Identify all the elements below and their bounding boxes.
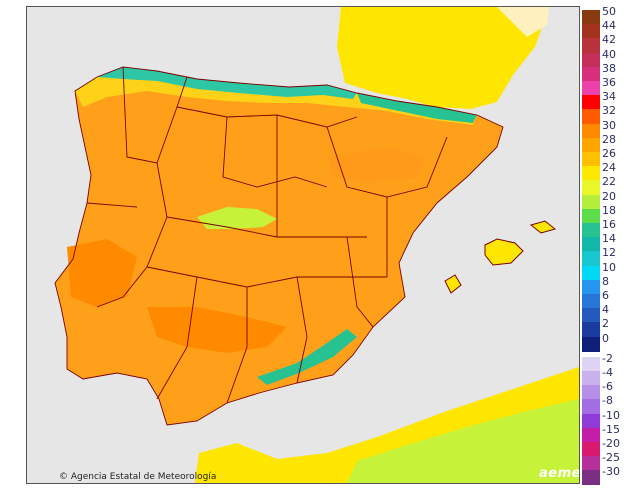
legend-swatch [582, 322, 600, 338]
aemet-logo: aemet [539, 466, 579, 481]
legend-label: -2 [602, 351, 613, 365]
central-system [197, 207, 277, 229]
legend-swatch [582, 194, 600, 210]
legend-label: -30 [602, 465, 620, 479]
legend-label: 18 [602, 203, 616, 217]
legend-label: 36 [602, 76, 616, 89]
legend-label: -4 [602, 366, 613, 379]
legend-label: 6 [602, 289, 609, 302]
guadalquivir-valley [147, 307, 287, 353]
betic-range [257, 329, 357, 385]
legend-swatch [582, 95, 600, 111]
legend-label: 4 [602, 303, 609, 317]
legend-swatch [582, 237, 600, 253]
legend-swatch [582, 279, 600, 295]
legend-label: 32 [602, 104, 616, 118]
legend-swatch [582, 294, 600, 309]
legend-swatch [582, 413, 600, 429]
legend-label: 42 [602, 33, 616, 47]
pyrenees-band [357, 93, 477, 123]
legend-label: 44 [602, 19, 616, 33]
legend-label: 14 [602, 232, 616, 246]
legend-label: 8 [602, 274, 609, 288]
legend-label: -6 [602, 380, 613, 394]
legend-label: -15 [602, 422, 620, 436]
copyright-icon: © [59, 472, 68, 482]
legend-label: 2 [602, 317, 609, 331]
legend-swatch [582, 399, 600, 415]
legend-swatch [582, 66, 600, 82]
legend-label: -20 [602, 437, 620, 450]
legend-swatch [582, 456, 600, 472]
legend-swatch [582, 251, 600, 267]
legend-label: 34 [602, 90, 616, 104]
legend-swatch [582, 152, 600, 167]
region-borders [54, 66, 504, 426]
legend-swatch [582, 371, 600, 386]
cantabrian-coast [97, 67, 357, 99]
france-land-east [497, 7, 549, 37]
agency-credit-text: Agencia Estatal de Meteorología [70, 472, 217, 482]
legend-label: 50 [602, 5, 616, 18]
legend-swatch [582, 356, 600, 372]
legend-label: 22 [602, 175, 616, 189]
southwest-hot [67, 239, 137, 307]
france-land [337, 7, 549, 109]
menorca-island [529, 220, 557, 234]
legend-label: -25 [602, 451, 620, 465]
legend-swatch [582, 442, 600, 457]
legend-label: 30 [602, 118, 616, 132]
legend-swatch [582, 10, 600, 25]
legend-swatch [582, 38, 600, 54]
legend-swatch [582, 223, 600, 238]
temperature-map: © Agencia Estatal de Meteorología aemet [26, 6, 580, 484]
legend-swatch [582, 265, 600, 281]
legend-swatch [582, 81, 600, 96]
legend-swatch [582, 308, 600, 324]
legend-label: 16 [602, 218, 616, 231]
legend-swatch [582, 427, 600, 443]
temperature-legend: 50 44 42 40 38 36 34 32 30 28 26 24 22 20 18 16 14 12 10 8 6… [582, 5, 630, 488]
north-africa-cool [347, 399, 579, 483]
legend-swatch [582, 123, 600, 139]
legend-swatch [582, 137, 600, 153]
legend-swatch [582, 180, 600, 196]
legend-swatch [582, 385, 600, 401]
legend-label: -8 [602, 394, 613, 408]
mallorca-island [484, 238, 524, 266]
legend-swatch [582, 109, 600, 125]
legend-swatch [582, 24, 600, 40]
legend-label: 38 [602, 61, 616, 75]
legend-swatch [582, 208, 600, 224]
legend-label: 12 [602, 246, 616, 260]
map-canvas [27, 7, 579, 483]
ibiza-island [444, 274, 462, 294]
legend-label: 40 [602, 47, 616, 61]
legend-label: 26 [602, 147, 616, 160]
legend-label: 0 [602, 331, 609, 345]
legend-swatch [582, 336, 600, 352]
legend-label: 20 [602, 189, 616, 203]
agency-credit: © Agencia Estatal de Meteorología [59, 472, 216, 482]
legend-label: 10 [602, 260, 616, 274]
legend-swatch [582, 52, 600, 68]
ebro-valley [327, 147, 427, 183]
legend-swatch [582, 166, 600, 182]
legend-label: -10 [602, 408, 620, 422]
legend-swatch [582, 470, 600, 486]
legend-label: 24 [602, 161, 616, 175]
legend-label: 28 [602, 132, 616, 146]
